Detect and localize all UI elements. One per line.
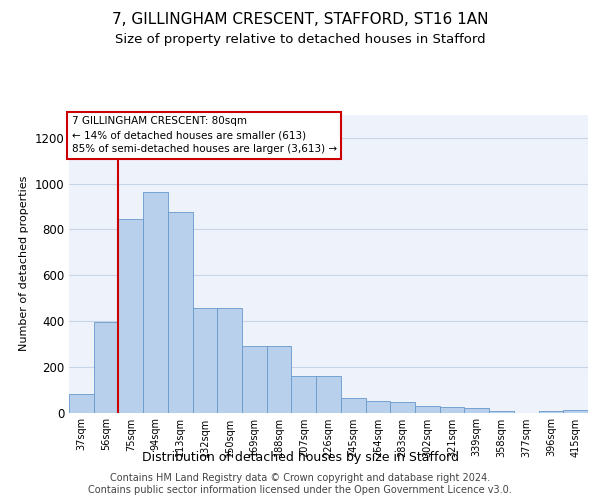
Bar xyxy=(69,394,94,412)
Bar xyxy=(242,346,267,412)
Text: 7 GILLINGHAM CRESCENT: 80sqm
← 14% of detached houses are smaller (613)
85% of s: 7 GILLINGHAM CRESCENT: 80sqm ← 14% of de… xyxy=(71,116,337,154)
Bar xyxy=(365,401,390,412)
Bar xyxy=(118,219,143,412)
Y-axis label: Number of detached properties: Number of detached properties xyxy=(19,176,29,352)
Bar xyxy=(316,376,341,412)
Text: Size of property relative to detached houses in Stafford: Size of property relative to detached ho… xyxy=(115,32,485,46)
Bar xyxy=(390,402,415,412)
Text: 7, GILLINGHAM CRESCENT, STAFFORD, ST16 1AN: 7, GILLINGHAM CRESCENT, STAFFORD, ST16 1… xyxy=(112,12,488,28)
Bar xyxy=(267,346,292,412)
Bar xyxy=(94,322,118,412)
Bar xyxy=(217,308,242,412)
Bar xyxy=(563,410,588,412)
Bar xyxy=(440,407,464,412)
Text: Distribution of detached houses by size in Stafford: Distribution of detached houses by size … xyxy=(142,451,458,464)
Bar xyxy=(193,308,217,412)
Bar xyxy=(415,406,440,412)
Bar xyxy=(168,212,193,412)
Bar xyxy=(341,398,365,412)
Bar xyxy=(464,408,489,412)
Text: Contains HM Land Registry data © Crown copyright and database right 2024.
Contai: Contains HM Land Registry data © Crown c… xyxy=(88,474,512,495)
Bar xyxy=(292,376,316,412)
Bar xyxy=(143,192,168,412)
